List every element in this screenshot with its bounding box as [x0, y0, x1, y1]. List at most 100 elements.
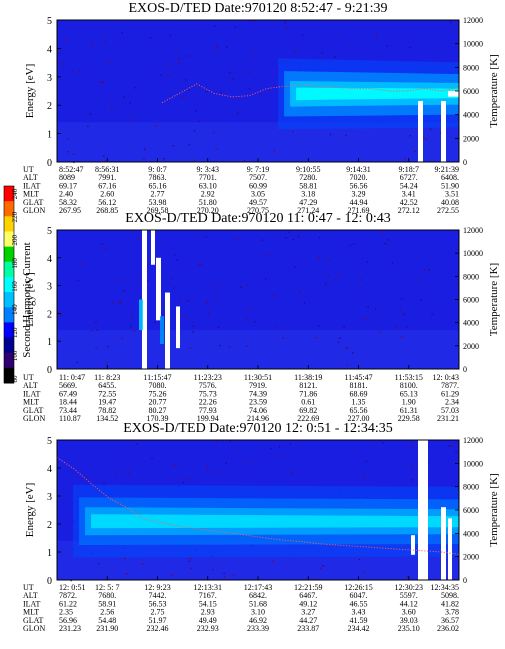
table-cell: 199.94 — [197, 414, 219, 423]
noise-pixel — [349, 244, 352, 247]
table-cell: 272.12 — [398, 206, 420, 215]
noise-pixel — [278, 445, 281, 448]
table-row-label: GLAT — [23, 616, 44, 625]
y-right-tick-label: 10000 — [463, 40, 483, 49]
table-cell: 3.51 — [445, 190, 459, 199]
noise-pixel — [205, 91, 207, 93]
noise-pixel — [105, 361, 108, 364]
table-cell: 270.20 — [197, 206, 219, 215]
table-cell: 61.31 — [400, 406, 418, 415]
noise-pixel — [188, 560, 190, 563]
table-cell: 7680. — [98, 591, 116, 600]
noise-pixel — [282, 337, 284, 339]
noise-pixel — [322, 565, 325, 567]
y-axis-label: Energy [eV] — [24, 64, 36, 118]
colorbar-step — [4, 276, 14, 293]
table-cell: 12:30:23 — [395, 583, 423, 592]
noise-pixel — [276, 325, 278, 328]
noise-pixel — [151, 457, 153, 460]
noise-pixel — [414, 150, 416, 153]
noise-pixel — [121, 337, 123, 340]
noise-pixel — [395, 326, 398, 328]
noise-pixel — [249, 462, 252, 465]
table-cell: 6455. — [98, 381, 116, 390]
colorbar-tick-label: 180 — [11, 258, 19, 269]
colorbar-step — [4, 231, 14, 248]
noise-pixel — [137, 276, 139, 278]
noise-pixel — [366, 261, 369, 263]
noise-pixel — [119, 300, 121, 303]
table-cell: 2.40 — [59, 190, 73, 199]
noise-pixel — [232, 573, 235, 576]
noise-pixel — [182, 481, 184, 484]
noise-pixel — [95, 321, 97, 324]
noise-pixel — [101, 243, 104, 245]
noise-pixel — [149, 37, 152, 39]
table-cell: 3.05 — [251, 190, 265, 199]
noise-pixel — [129, 102, 131, 104]
noise-pixel — [246, 345, 248, 347]
noise-pixel — [95, 347, 97, 349]
noise-pixel — [335, 31, 337, 34]
table-cell: 80.27 — [149, 406, 167, 415]
table-cell: 11:15:47 — [143, 373, 171, 382]
noise-pixel — [91, 44, 93, 47]
y-right-tick-label: 2000 — [463, 553, 479, 562]
y-right-tick-label: 10000 — [463, 249, 483, 258]
y-right-tick-label: 2000 — [463, 134, 479, 143]
noise-pixel — [223, 572, 225, 575]
y-right-axis-label: Temperature [K] — [488, 263, 500, 336]
colorbar-step — [4, 307, 14, 323]
table-cell: 3.60 — [402, 608, 416, 617]
table-cell: 12: 0:51 — [59, 583, 85, 592]
table-cell: 270.75 — [247, 206, 269, 215]
noise-pixel — [252, 52, 255, 54]
noise-pixel — [273, 294, 275, 296]
noise-pixel — [352, 352, 354, 354]
noise-pixel — [451, 445, 453, 447]
noise-pixel — [70, 579, 72, 582]
noise-pixel — [254, 20, 256, 22]
y-tick-label: 2 — [47, 101, 52, 112]
noise-pixel — [327, 259, 329, 261]
table-cell: 58.91 — [98, 599, 116, 608]
data-gap — [418, 440, 428, 580]
low-energy-shade — [57, 122, 459, 162]
y-tick-label: 5 — [47, 226, 52, 237]
colorbar-step — [4, 216, 14, 232]
table-cell: 6467. — [299, 591, 317, 600]
table-cell: 7507. — [249, 173, 267, 182]
noise-pixel — [245, 317, 248, 320]
noise-pixel — [345, 134, 347, 137]
y-right-axis-label: Temperature [K] — [488, 54, 500, 127]
table-cell: 233.39 — [247, 624, 269, 633]
table-row-label: ILAT — [23, 181, 40, 190]
table-cell: 77.93 — [199, 406, 217, 415]
table-cell: 7919. — [249, 381, 267, 390]
table-cell: 5669. — [59, 381, 77, 390]
table-cell: 11:30:51 — [244, 373, 272, 382]
table-cell: 8:56:31 — [95, 165, 119, 174]
noise-pixel — [217, 326, 220, 328]
table-cell: 12:21:59 — [294, 583, 322, 592]
noise-pixel — [425, 138, 428, 141]
table-cell: 5098. — [441, 591, 459, 600]
y-tick-label: 0 — [47, 158, 52, 169]
data-gap — [151, 230, 155, 265]
table-cell: 72.55 — [98, 389, 116, 398]
noise-pixel — [359, 287, 361, 289]
noise-pixel — [104, 160, 107, 162]
table-row-label: MLT — [23, 190, 39, 199]
table-cell: 9: 7:19 — [247, 165, 269, 174]
noise-pixel — [318, 325, 320, 327]
y-tick-label: 0 — [47, 365, 52, 376]
noise-pixel — [428, 268, 430, 271]
noise-pixel — [429, 128, 432, 130]
noise-pixel — [223, 576, 226, 578]
table-cell: 11: 8:23 — [94, 373, 120, 382]
table-cell: 74.39 — [249, 389, 267, 398]
noise-pixel — [112, 301, 114, 304]
table-cell: 8181. — [350, 381, 368, 390]
noise-pixel — [226, 46, 228, 48]
table-cell: 41.82 — [441, 599, 459, 608]
